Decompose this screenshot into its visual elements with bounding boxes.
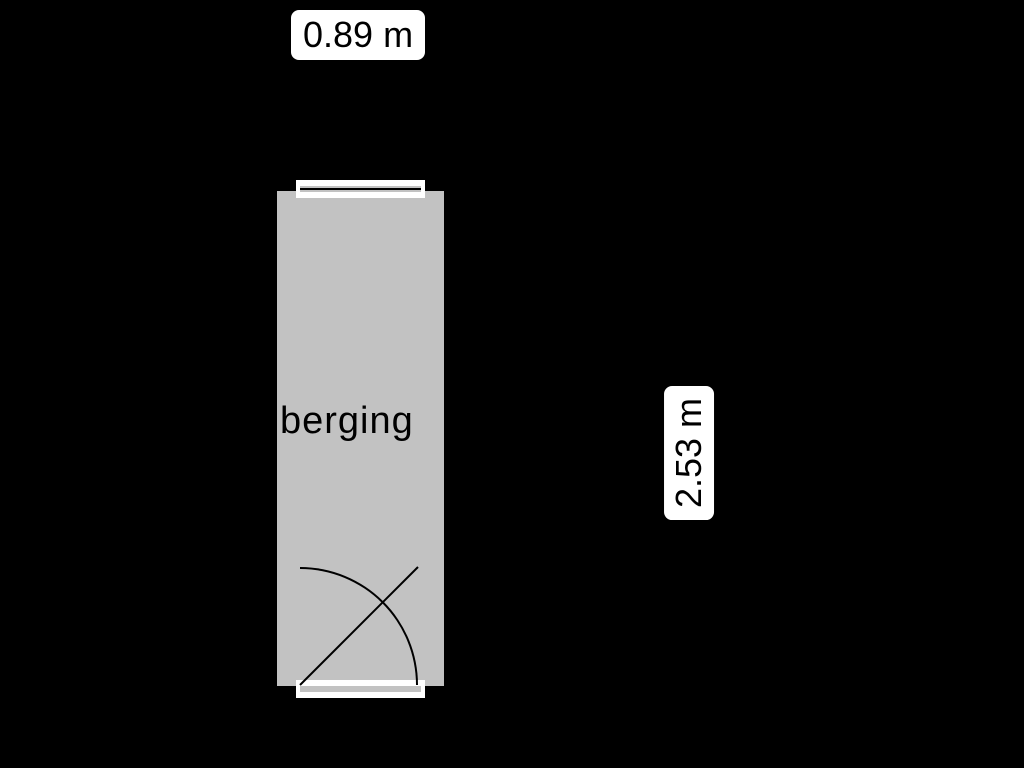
window-top-line: [300, 188, 421, 190]
dimension-width-label: 0.89 m: [291, 10, 425, 60]
room-label: berging: [280, 400, 414, 443]
door-leaf-line: [272, 560, 452, 700]
dimension-height-label: 2.53 m: [664, 386, 714, 520]
